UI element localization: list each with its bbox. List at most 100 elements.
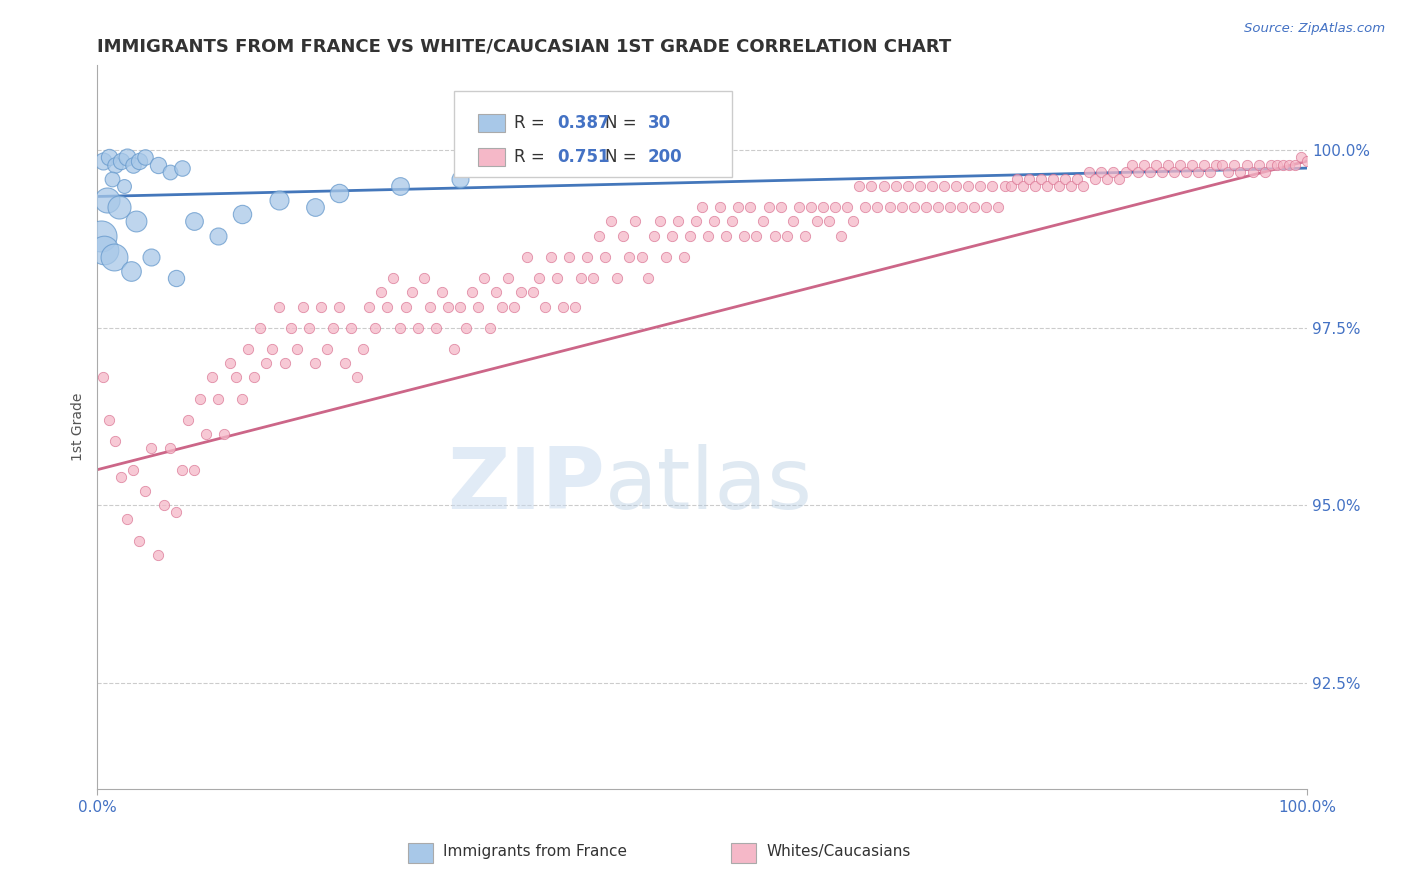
Point [377, 300, 399, 314]
Point [388, 320, 411, 334]
Point [159, 164, 181, 178]
Point [177, 413, 200, 427]
Point [903, 200, 925, 214]
Point [915, 200, 938, 214]
Point [776, 228, 799, 243]
Point [666, 214, 689, 228]
Point [1271, 157, 1294, 171]
Point [745, 228, 768, 243]
Point [685, 214, 707, 228]
Point [908, 178, 931, 193]
Point [280, 320, 302, 334]
Point [1084, 171, 1107, 186]
Point [769, 200, 792, 214]
Point [1278, 157, 1301, 171]
Point [1157, 157, 1180, 171]
Point [461, 285, 484, 300]
Point [1036, 178, 1059, 193]
Point [412, 271, 434, 285]
Point [146, 548, 169, 562]
Point [811, 200, 834, 214]
Point [890, 200, 912, 214]
Point [588, 228, 610, 243]
Text: R =: R = [515, 148, 551, 166]
Point [830, 228, 852, 243]
Point [117, 151, 139, 165]
Point [818, 214, 841, 228]
Point [103, 250, 125, 264]
Point [96, 193, 118, 207]
Point [564, 300, 586, 314]
Point [91, 154, 114, 169]
Point [787, 200, 810, 214]
Point [152, 498, 174, 512]
Point [309, 300, 332, 314]
Point [104, 434, 127, 449]
Point [212, 427, 235, 442]
Point [540, 250, 562, 264]
Point [963, 200, 986, 214]
Point [576, 250, 599, 264]
Point [359, 300, 381, 314]
Point [485, 285, 508, 300]
Point [425, 320, 447, 334]
Point [479, 320, 502, 334]
Point [128, 154, 150, 169]
Point [1011, 178, 1033, 193]
Point [690, 200, 713, 214]
Point [848, 178, 870, 193]
Point [733, 228, 755, 243]
FancyBboxPatch shape [478, 114, 505, 132]
Point [449, 171, 471, 186]
Point [569, 271, 592, 285]
Point [100, 171, 122, 186]
Point [945, 178, 967, 193]
Point [522, 285, 544, 300]
Point [855, 200, 877, 214]
Point [1284, 157, 1306, 171]
Point [624, 214, 647, 228]
Point [1229, 164, 1251, 178]
Text: 30: 30 [648, 114, 671, 132]
Point [987, 200, 1010, 214]
Point [630, 250, 652, 264]
Point [352, 342, 374, 356]
Point [291, 300, 314, 314]
Point [1218, 164, 1240, 178]
Point [449, 300, 471, 314]
Point [1247, 157, 1270, 171]
Point [879, 200, 901, 214]
Point [546, 271, 568, 285]
Point [370, 285, 392, 300]
FancyBboxPatch shape [454, 90, 733, 178]
Point [170, 161, 193, 175]
Point [231, 392, 253, 406]
Point [110, 470, 132, 484]
Point [824, 200, 846, 214]
Text: 0.387: 0.387 [557, 114, 609, 132]
Point [219, 356, 242, 370]
Point [1029, 171, 1052, 186]
Point [122, 463, 145, 477]
Point [558, 250, 581, 264]
Point [117, 512, 139, 526]
Point [165, 271, 187, 285]
Point [91, 370, 114, 384]
Point [346, 370, 368, 384]
Point [950, 200, 973, 214]
Point [516, 250, 538, 264]
Point [1144, 157, 1167, 171]
Point [98, 151, 121, 165]
Point [600, 214, 623, 228]
Point [727, 200, 749, 214]
Point [298, 320, 321, 334]
Point [1211, 157, 1233, 171]
Point [509, 285, 531, 300]
Point [527, 271, 550, 285]
Point [716, 228, 738, 243]
Point [1018, 171, 1040, 186]
Text: N =: N = [605, 114, 643, 132]
Point [194, 427, 217, 442]
Point [456, 320, 478, 334]
Text: R =: R = [515, 114, 551, 132]
